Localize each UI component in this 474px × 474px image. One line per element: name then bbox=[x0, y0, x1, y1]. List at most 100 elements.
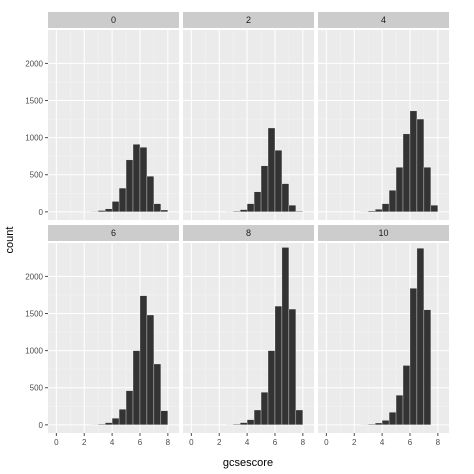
histogram-bar bbox=[281, 183, 290, 212]
x-tick-label: 6 bbox=[408, 438, 413, 447]
facet-strip-label: 0 bbox=[111, 15, 116, 25]
facet-strip bbox=[318, 12, 449, 28]
x-tick-label: 0 bbox=[324, 438, 329, 447]
facet-panel: 6 bbox=[48, 225, 179, 433]
histogram-bar bbox=[98, 423, 106, 425]
x-axis-title: gcsescore bbox=[223, 457, 273, 469]
histogram-bar bbox=[416, 248, 425, 425]
histogram-bar bbox=[118, 409, 127, 425]
histogram-bar bbox=[153, 203, 162, 212]
facet-panel: 2 bbox=[183, 12, 314, 220]
y-tick-label: 1500 bbox=[25, 310, 43, 319]
histogram-bar bbox=[132, 350, 141, 425]
histogram-bar bbox=[288, 205, 297, 212]
x-tick-label: 6 bbox=[138, 438, 143, 447]
histogram-bar bbox=[423, 167, 432, 212]
histogram-bar bbox=[368, 210, 376, 212]
histogram-bar bbox=[295, 409, 304, 425]
histogram-bar bbox=[125, 159, 134, 212]
histogram-bar bbox=[374, 209, 383, 212]
histogram-bar bbox=[381, 203, 390, 212]
facet-strip-label: 2 bbox=[246, 15, 251, 25]
histogram-bar bbox=[111, 201, 120, 212]
histogram-bar bbox=[98, 210, 106, 212]
histogram-bar bbox=[160, 410, 169, 425]
panel-background bbox=[48, 30, 179, 220]
histogram-bar bbox=[153, 363, 162, 425]
facet-strip-label: 10 bbox=[378, 228, 388, 238]
histogram-bar bbox=[295, 210, 304, 212]
histogram-bar bbox=[388, 190, 397, 212]
facet-strip-label: 8 bbox=[246, 228, 251, 238]
x-tick-label: 2 bbox=[82, 438, 87, 447]
facet-panel: 4 bbox=[318, 12, 449, 220]
histogram-bar bbox=[104, 208, 113, 212]
facet-strip-label: 6 bbox=[111, 228, 116, 238]
histogram-bar bbox=[125, 390, 134, 425]
histogram-bar bbox=[395, 394, 404, 425]
histogram-bar bbox=[104, 422, 113, 425]
facet-strip bbox=[48, 225, 179, 241]
facet-panel: 0 bbox=[48, 12, 179, 220]
histogram-bar bbox=[132, 144, 141, 212]
histogram-bar bbox=[260, 392, 269, 425]
y-tick-label: 500 bbox=[30, 384, 44, 393]
x-tick-label: 8 bbox=[436, 438, 441, 447]
histogram-bar bbox=[374, 422, 383, 425]
facet-strip bbox=[48, 12, 179, 28]
x-tick-label: 8 bbox=[301, 438, 306, 447]
y-tick-label: 1000 bbox=[25, 134, 43, 143]
histogram-bar bbox=[118, 187, 127, 212]
chart-axes: 0 500 1000 1500 2000 0 2 4 6 8 0 500 1000 1500 2000 0 2 4… bbox=[25, 59, 440, 447]
histogram-bar bbox=[246, 419, 255, 425]
histogram-bar bbox=[160, 209, 169, 212]
histogram-bar bbox=[260, 165, 269, 212]
facet-strip bbox=[183, 225, 314, 241]
x-tick-label: 4 bbox=[380, 438, 385, 447]
y-tick-label: 1000 bbox=[25, 347, 43, 356]
y-tick-label: 500 bbox=[30, 171, 44, 180]
x-tick-label: 4 bbox=[245, 438, 250, 447]
facet-panels: 0 2 4 6 8 10 bbox=[48, 12, 449, 433]
histogram-bar bbox=[267, 127, 276, 212]
histogram-bar bbox=[139, 295, 148, 425]
histogram-bar bbox=[402, 133, 411, 212]
histogram-bar bbox=[146, 314, 155, 425]
histogram-bar bbox=[233, 210, 241, 212]
facet-strip bbox=[318, 225, 449, 241]
y-tick-label: 0 bbox=[39, 421, 44, 430]
histogram-bar bbox=[368, 423, 376, 425]
histogram-bar bbox=[395, 167, 404, 212]
facet-panel: 8 bbox=[183, 225, 314, 433]
histogram-bar bbox=[402, 365, 411, 425]
histogram-bar bbox=[381, 420, 390, 425]
histogram-bar bbox=[146, 176, 155, 212]
y-tick-label: 2000 bbox=[25, 59, 43, 68]
facet-strip bbox=[183, 12, 314, 28]
histogram-bar bbox=[281, 247, 290, 425]
histogram-bar bbox=[239, 209, 248, 212]
x-tick-label: 6 bbox=[273, 438, 278, 447]
y-tick-label: 2000 bbox=[25, 272, 43, 281]
histogram-bar bbox=[288, 308, 297, 425]
histogram-bar bbox=[253, 409, 262, 425]
histogram-bar bbox=[274, 150, 283, 212]
facet-panel: 10 bbox=[318, 225, 449, 433]
histogram-bar bbox=[409, 110, 418, 212]
x-tick-label: 0 bbox=[189, 438, 194, 447]
histogram-bar bbox=[233, 423, 241, 425]
histogram-bar bbox=[239, 422, 248, 425]
y-tick-label: 0 bbox=[39, 208, 44, 217]
histogram-bar bbox=[409, 288, 418, 425]
histogram-bar bbox=[430, 205, 439, 212]
x-tick-label: 0 bbox=[54, 438, 59, 447]
x-tick-label: 4 bbox=[110, 438, 115, 447]
facet-strip-label: 4 bbox=[381, 15, 386, 25]
histogram-bar bbox=[423, 309, 432, 425]
y-tick-label: 1500 bbox=[25, 97, 43, 106]
histogram-bar bbox=[388, 412, 397, 425]
x-tick-label: 2 bbox=[352, 438, 357, 447]
histogram-bar bbox=[267, 350, 276, 425]
x-tick-label: 2 bbox=[217, 438, 222, 447]
y-axis-title: count bbox=[4, 227, 16, 254]
